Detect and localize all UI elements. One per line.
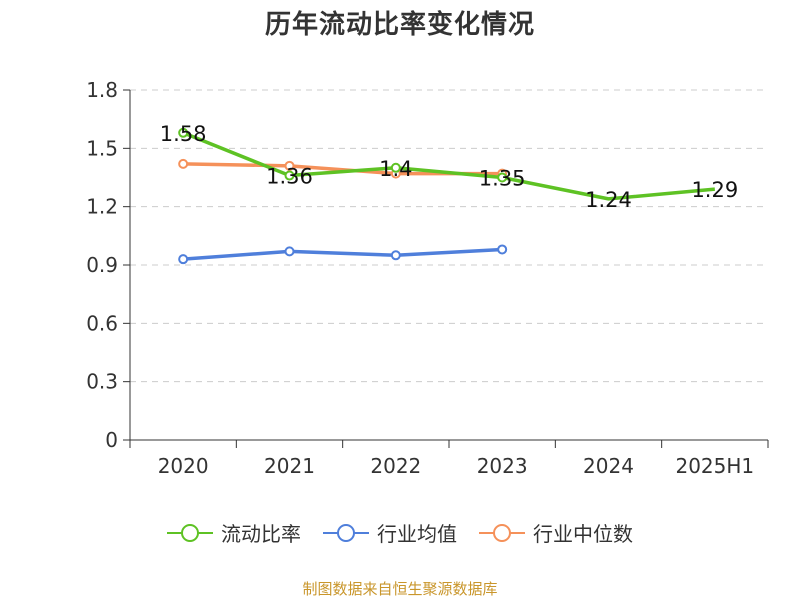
data-point bbox=[390, 250, 401, 261]
data-point bbox=[284, 246, 295, 257]
y-tick-label: 1.5 bbox=[86, 136, 118, 160]
data-label: 1.36 bbox=[266, 165, 313, 189]
series-line bbox=[182, 131, 715, 201]
y-tick-label: 0.6 bbox=[86, 311, 118, 335]
data-point bbox=[284, 160, 295, 171]
legend-line-circle-icon bbox=[479, 523, 525, 542]
source-note: 制图数据来自恒生聚源数据库 bbox=[302, 580, 498, 598]
y-tick-label: 0.3 bbox=[86, 370, 118, 394]
legend-label-industry-median: 行业中位数 bbox=[533, 522, 633, 546]
x-tick-label: 2022 bbox=[370, 454, 421, 478]
data-label: 1.24 bbox=[585, 188, 632, 212]
data-point bbox=[178, 158, 189, 169]
legend: 流动比率 行业均值 行业中位数 bbox=[0, 518, 800, 547]
legend-item-industry-mean[interactable]: 行业均值 bbox=[323, 518, 457, 547]
data-point bbox=[497, 244, 508, 255]
x-tick-label: 2023 bbox=[477, 454, 528, 478]
legend-line-circle-icon bbox=[323, 523, 369, 542]
x-tick-label: 2021 bbox=[264, 454, 315, 478]
y-tick-label: 1.8 bbox=[86, 78, 118, 102]
legend-item-industry-median[interactable]: 行业中位数 bbox=[479, 518, 633, 547]
legend-line-circle-icon bbox=[167, 523, 213, 542]
data-point bbox=[284, 170, 295, 181]
x-tick-label: 2025H1 bbox=[675, 454, 754, 478]
legend-label-current-ratio: 流动比率 bbox=[221, 522, 301, 546]
y-tick-label: 1.2 bbox=[86, 195, 118, 219]
legend-item-current-ratio[interactable]: 流动比率 bbox=[167, 518, 301, 547]
data-label: 1.58 bbox=[160, 122, 207, 146]
data-label: 1.35 bbox=[479, 167, 526, 191]
y-tick-label: 0 bbox=[105, 428, 118, 452]
legend-label-industry-mean: 行业均值 bbox=[377, 522, 457, 546]
data-label: 1.29 bbox=[691, 178, 738, 202]
data-point bbox=[497, 172, 508, 183]
data-point bbox=[390, 162, 401, 173]
x-tick-label: 2020 bbox=[158, 454, 209, 478]
y-tick-label: 0.9 bbox=[86, 253, 118, 277]
data-point bbox=[178, 127, 189, 138]
series-line bbox=[183, 247, 503, 261]
x-tick-label: 2024 bbox=[583, 454, 634, 478]
chart-title: 历年流动比率变化情况 bbox=[264, 10, 535, 40]
data-label: 1.4 bbox=[379, 157, 412, 181]
data-point bbox=[178, 254, 189, 265]
